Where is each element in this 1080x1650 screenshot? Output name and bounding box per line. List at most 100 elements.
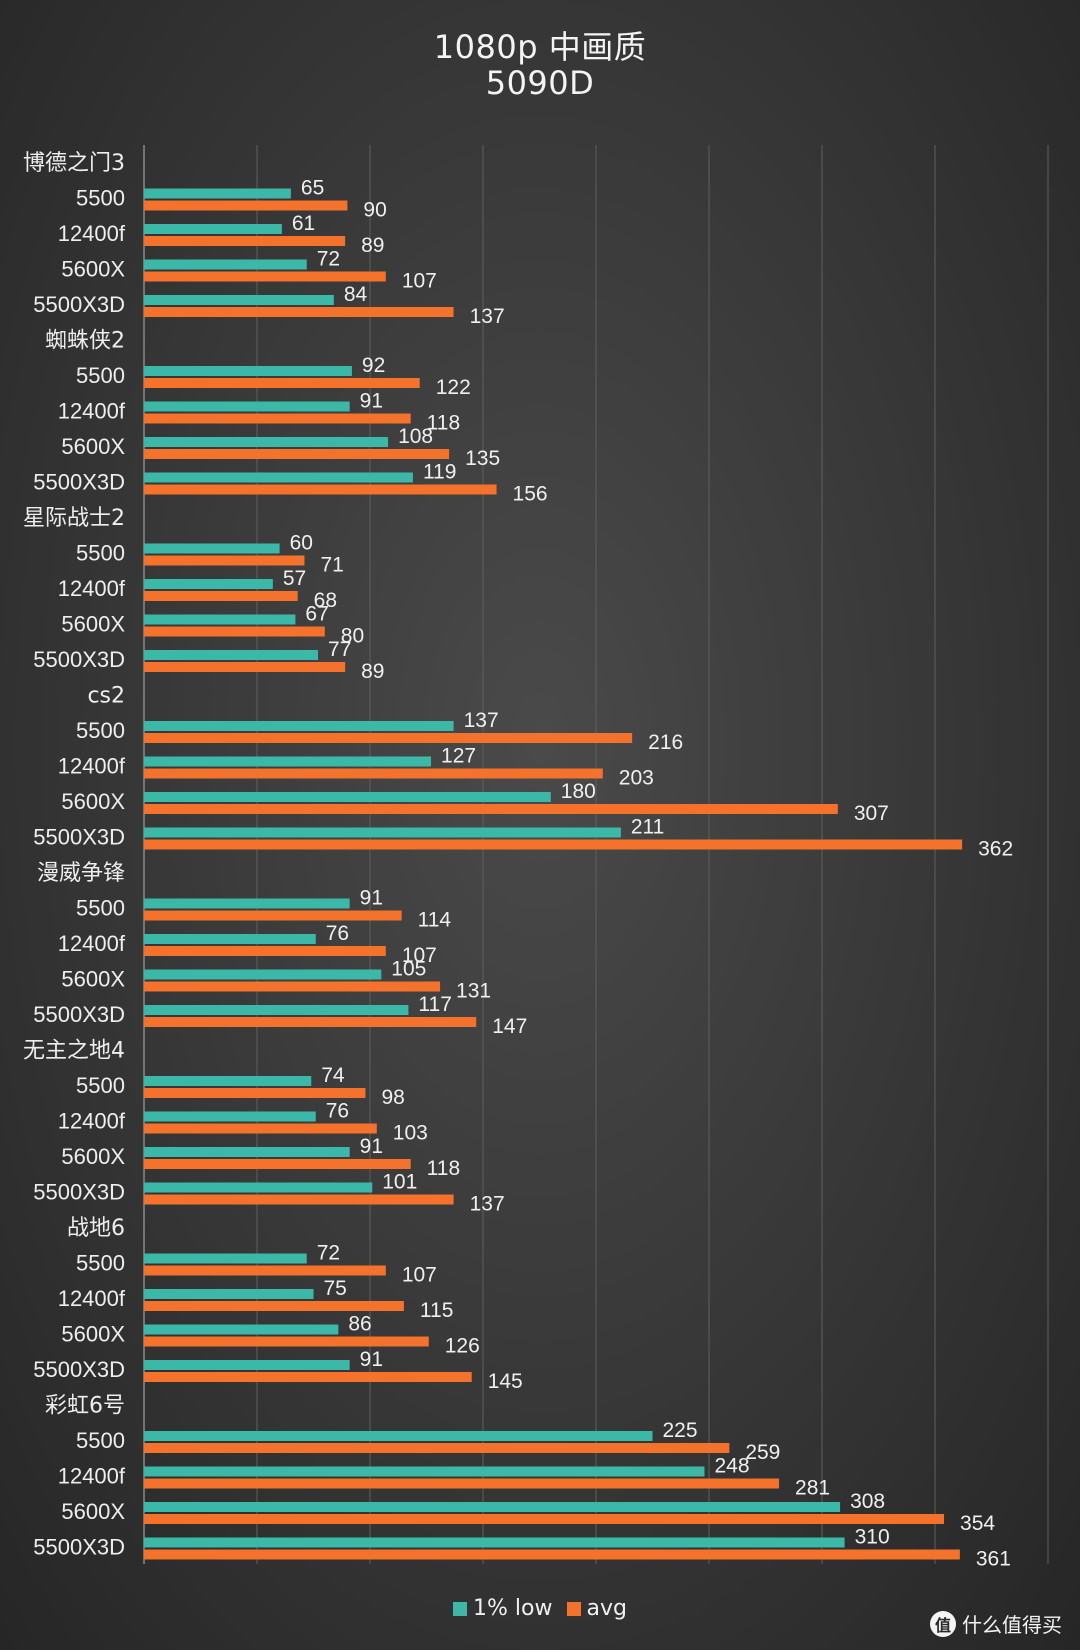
data-label-low: 119 (423, 461, 456, 484)
bar-avg (144, 1123, 377, 1134)
category-label: 5500X3D (33, 1002, 125, 1027)
category-label: 5500X3D (33, 470, 125, 495)
data-label-avg: 98 (381, 1086, 404, 1109)
bar-low (144, 1466, 705, 1477)
category-label: 12400f (58, 1286, 126, 1311)
bar-avg (144, 804, 838, 814)
legend-item-low: 1% low (453, 1596, 553, 1621)
data-label-low: 65 (301, 177, 324, 200)
bar-low (144, 1182, 373, 1193)
data-label-avg: 118 (427, 412, 460, 435)
data-label-low: 180 (561, 780, 596, 803)
bar-avg (144, 733, 633, 743)
bar-low (144, 721, 454, 731)
bar-low (144, 1537, 845, 1548)
bar-low (144, 1324, 339, 1335)
bar-low (144, 472, 413, 483)
data-label-low: 137 (464, 709, 499, 732)
bar-avg (144, 1017, 477, 1027)
group-label: 蜘蛛侠2 (45, 329, 125, 354)
chart-subtitle: 5090D (485, 64, 595, 102)
data-label-low: 310 (855, 1526, 890, 1549)
bar-avg (144, 1159, 411, 1169)
data-label-low: 77 (328, 638, 351, 661)
bar-avg (144, 378, 420, 388)
category-label: 5600X (61, 1499, 125, 1524)
group-label: 彩虹6号 (45, 1394, 125, 1419)
category-label: 5500X3D (33, 1357, 125, 1382)
bar-low (144, 1502, 841, 1512)
data-label-avg: 68 (314, 589, 337, 612)
data-label-avg: 203 (619, 767, 654, 790)
data-label-low: 105 (391, 958, 426, 981)
data-label-low: 67 (305, 603, 328, 626)
bar-avg (144, 626, 325, 637)
category-label: 12400f (58, 1109, 126, 1134)
category-label: 12400f (58, 221, 126, 246)
bar-low (144, 1289, 314, 1299)
data-label-avg: 118 (427, 1157, 460, 1180)
category-label: 5500X3D (33, 1180, 125, 1205)
bar-avg (144, 1514, 945, 1524)
data-label-low: 108 (398, 425, 433, 448)
data-label-avg: 114 (418, 909, 452, 932)
bar-low (144, 898, 350, 909)
data-label-avg: 135 (465, 447, 500, 470)
data-label-low: 91 (360, 887, 383, 910)
watermark: 值 什么值得买 (930, 1609, 1062, 1638)
bar-low (144, 1360, 350, 1370)
watermark-text: 什么值得买 (962, 1613, 1062, 1637)
data-label-avg: 107 (402, 270, 437, 293)
bar-low (144, 827, 621, 838)
group-label: 博德之门3 (23, 151, 125, 176)
bar-low (144, 579, 273, 589)
bar-avg (144, 555, 305, 566)
bar-low (144, 543, 280, 554)
data-label-low: 84 (344, 283, 368, 306)
data-label-avg: 147 (492, 1015, 527, 1038)
data-label-low: 86 (348, 1313, 371, 1336)
bar-low (144, 614, 296, 625)
data-label-avg: 103 (393, 1122, 428, 1145)
bar-low (144, 934, 316, 944)
bar-low (144, 437, 389, 447)
data-label-avg: 145 (488, 1370, 523, 1393)
data-label-low: 225 (663, 1419, 698, 1442)
bar-avg (144, 236, 346, 246)
category-label: 5500 (76, 718, 125, 743)
data-label-low: 75 (324, 1277, 347, 1300)
bar-avg (144, 307, 454, 317)
legend-item-avg: avg (566, 1596, 627, 1621)
data-label-low: 308 (850, 1490, 885, 1513)
data-label-avg: 354 (960, 1512, 995, 1535)
legend-swatch-low (453, 1601, 468, 1616)
bar-low (144, 295, 334, 305)
category-label: 5500 (76, 363, 125, 388)
bar-low (144, 1431, 653, 1441)
data-label-low: 92 (362, 354, 385, 377)
legend-label-avg: avg (586, 1596, 627, 1621)
bar-avg (144, 1372, 472, 1382)
bar-avg (144, 1265, 386, 1276)
bar-avg (144, 1194, 454, 1205)
bar-avg (144, 591, 298, 601)
category-label: 12400f (58, 399, 126, 424)
bar-low (144, 1253, 307, 1264)
category-label: 5600X (61, 967, 125, 992)
data-label-low: 60 (290, 532, 313, 555)
bar-avg (144, 662, 346, 672)
data-label-low: 91 (360, 1135, 383, 1158)
bar-avg (144, 1478, 780, 1489)
bar-low (144, 224, 282, 234)
group-label: 战地6 (67, 1216, 125, 1241)
category-label: 5500 (76, 896, 125, 921)
data-label-low: 91 (360, 390, 383, 413)
data-label-low: 72 (317, 248, 340, 271)
data-label-low: 211 (631, 816, 664, 839)
category-label: 5500X3D (33, 1535, 125, 1560)
group-label: cs2 (87, 684, 125, 709)
category-label: 12400f (58, 576, 126, 601)
bar-avg (144, 839, 963, 850)
data-label-avg: 259 (745, 1441, 780, 1464)
